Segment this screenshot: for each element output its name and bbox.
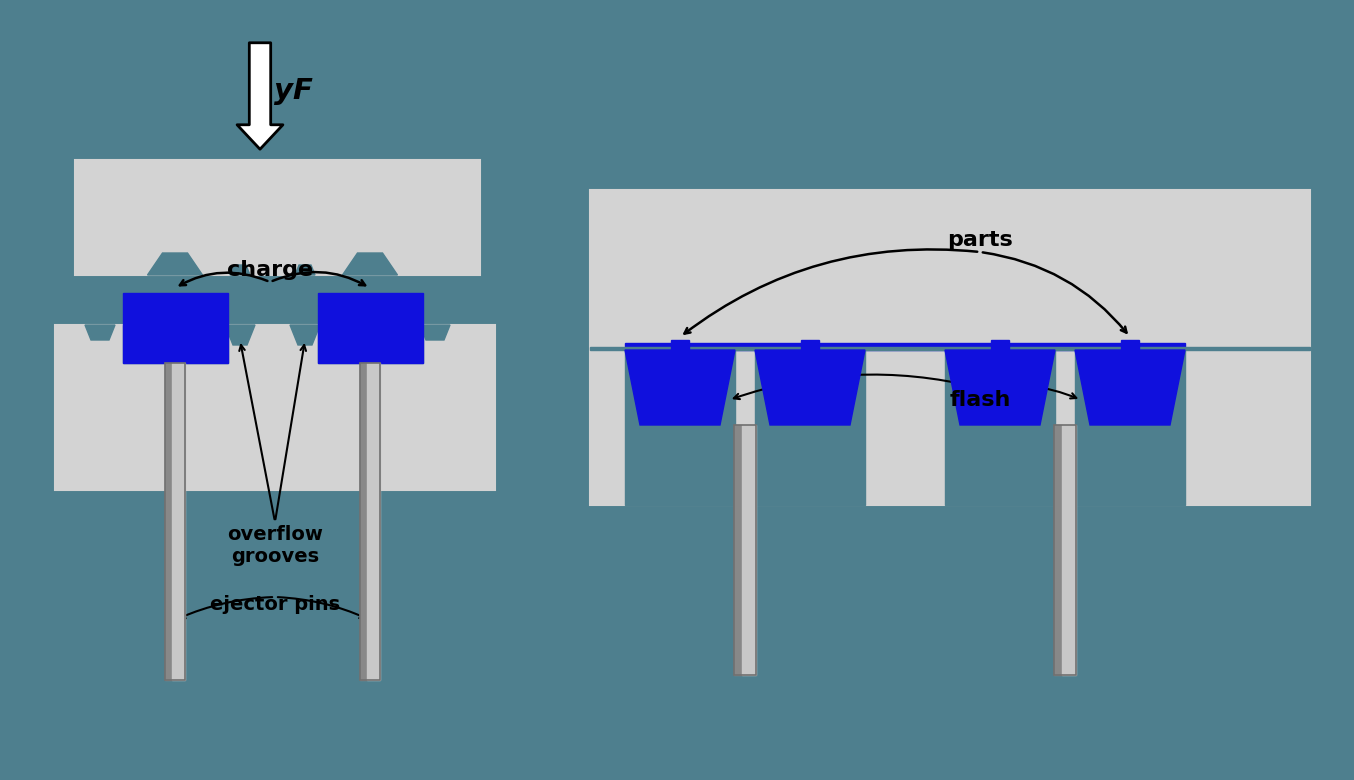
Polygon shape: [230, 265, 250, 275]
Bar: [802, 340, 819, 350]
Bar: [165, 363, 172, 680]
Bar: [626, 350, 735, 505]
Polygon shape: [225, 325, 255, 345]
Bar: [590, 347, 1311, 350]
Bar: [756, 350, 865, 505]
Polygon shape: [343, 253, 398, 275]
Bar: [56, 325, 496, 490]
Bar: [122, 293, 227, 363]
Bar: [626, 343, 1185, 350]
Text: yF: yF: [274, 77, 313, 105]
Polygon shape: [148, 253, 203, 275]
Text: ejector pins: ejector pins: [210, 595, 340, 614]
Polygon shape: [290, 325, 320, 345]
Bar: [1121, 340, 1139, 350]
Bar: [122, 325, 227, 363]
Bar: [1053, 425, 1062, 675]
Polygon shape: [295, 265, 315, 275]
Bar: [1053, 425, 1076, 675]
Text: overflow
grooves: overflow grooves: [227, 525, 324, 566]
Bar: [367, 363, 380, 680]
Bar: [317, 325, 422, 363]
Bar: [360, 363, 367, 680]
Polygon shape: [626, 350, 735, 425]
Bar: [742, 425, 756, 675]
Bar: [991, 340, 1009, 350]
Text: parts: parts: [948, 230, 1013, 250]
Bar: [1062, 425, 1076, 675]
Bar: [590, 190, 1311, 505]
Bar: [165, 363, 185, 680]
Bar: [74, 160, 481, 275]
Bar: [945, 350, 1055, 505]
Polygon shape: [85, 325, 115, 340]
Bar: [734, 425, 742, 675]
Text: charge: charge: [227, 260, 313, 280]
Polygon shape: [1075, 350, 1185, 425]
Bar: [317, 293, 422, 363]
Bar: [172, 363, 185, 680]
Polygon shape: [420, 325, 450, 340]
Bar: [360, 363, 380, 680]
Bar: [734, 425, 756, 675]
Polygon shape: [756, 350, 865, 425]
Bar: [1075, 350, 1185, 505]
Text: flash: flash: [949, 390, 1010, 410]
Bar: [672, 340, 689, 350]
Polygon shape: [945, 350, 1055, 425]
